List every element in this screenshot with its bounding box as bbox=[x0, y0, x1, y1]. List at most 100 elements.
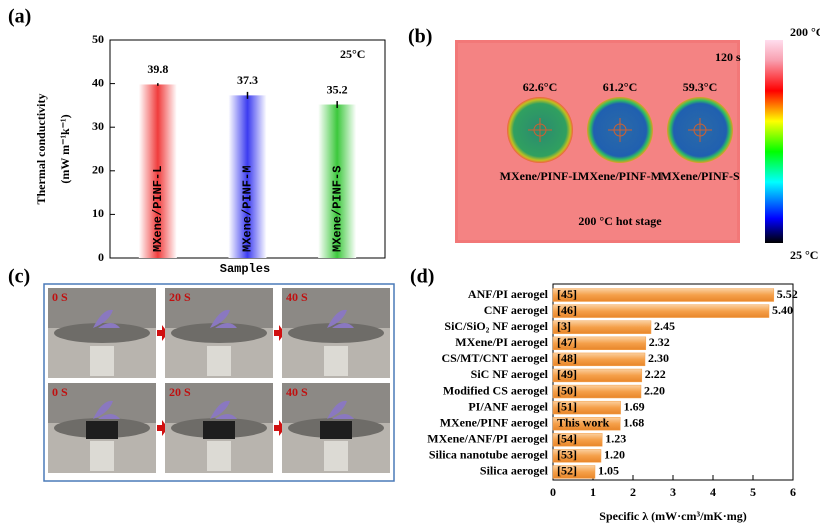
reference: [50] bbox=[557, 383, 577, 397]
category-label: Silica nanotube aerogel bbox=[429, 448, 549, 462]
x-axis-label: Samples bbox=[220, 262, 270, 276]
category-label: SiC NF aerogel bbox=[471, 367, 549, 381]
arrow bbox=[157, 420, 168, 436]
bar bbox=[552, 336, 647, 350]
hot-stage bbox=[171, 323, 267, 343]
y-tick-label: 10 bbox=[92, 206, 104, 220]
bar bbox=[552, 320, 652, 334]
flower bbox=[327, 400, 354, 419]
arrow bbox=[274, 420, 285, 436]
arrow bbox=[274, 325, 285, 341]
panel-label: (d) bbox=[410, 266, 434, 288]
bar bbox=[552, 352, 646, 367]
value-label: 2.20 bbox=[644, 383, 665, 397]
flower bbox=[327, 309, 354, 328]
sample-name: MXene/PINF-L bbox=[500, 169, 581, 183]
y-axis-label: (mW m⁻¹k⁻¹) bbox=[58, 114, 72, 183]
beaker bbox=[90, 346, 114, 376]
x-tick-label: 2 bbox=[630, 485, 636, 499]
value-label: 5.52 bbox=[777, 287, 798, 301]
x-tick-label: 1 bbox=[590, 485, 596, 499]
reference: This work bbox=[557, 415, 610, 429]
y-axis-label: Thermal conductivity bbox=[34, 94, 48, 205]
y-tick-label: 30 bbox=[92, 119, 104, 133]
reference: [49] bbox=[557, 367, 577, 381]
y-tick-label: 20 bbox=[92, 163, 104, 177]
category-label: ANF/PI aerogel bbox=[468, 287, 549, 301]
panel-b: (b) 120 s 62.6°C 61.2°C 59.3°C MXene/PIN… bbox=[408, 25, 820, 262]
time-label: 0 S bbox=[52, 385, 68, 399]
value-label: 5.40 bbox=[772, 303, 793, 317]
caption: 200 °C hot stage bbox=[578, 214, 662, 228]
photo-wall bbox=[48, 383, 156, 423]
hot-stage bbox=[288, 323, 384, 343]
category-label: SiC/SiO₂ NF aerogel bbox=[444, 319, 548, 333]
temperature: 61.2°C bbox=[603, 80, 637, 94]
reference: [45] bbox=[557, 287, 577, 301]
value-label: 39.8 bbox=[147, 62, 168, 76]
beaker bbox=[324, 441, 348, 471]
time-label: 120 s bbox=[715, 50, 741, 64]
holder bbox=[86, 421, 118, 439]
panel-a: (a) Thermal conductivity (mW m⁻¹k⁻¹) Sam… bbox=[8, 6, 386, 276]
sample-name: MXene/PINF-M bbox=[578, 169, 662, 183]
flower bbox=[210, 309, 237, 328]
arrow bbox=[157, 325, 168, 341]
hot-stage bbox=[54, 323, 150, 343]
bar bbox=[552, 433, 603, 447]
colorbar-max: 200 °C bbox=[790, 25, 820, 39]
value-label: 1.23 bbox=[605, 432, 626, 446]
bar bbox=[552, 465, 596, 479]
y-tick-label: 50 bbox=[92, 32, 104, 46]
panel-label: (a) bbox=[8, 6, 31, 28]
value-label: 2.32 bbox=[649, 335, 670, 349]
bar bbox=[552, 417, 621, 431]
reference: [51] bbox=[557, 399, 577, 413]
bar bbox=[552, 368, 643, 383]
value-label: 2.30 bbox=[648, 351, 669, 365]
value-label: 1.05 bbox=[598, 464, 619, 478]
photo-wall bbox=[165, 383, 273, 423]
beaker bbox=[324, 346, 348, 376]
beaker bbox=[207, 346, 231, 376]
x-tick-label: 0 bbox=[550, 485, 556, 499]
x-axis-label: Specific λ (mW·cm³/mK·mg) bbox=[599, 509, 746, 523]
value-label: 1.69 bbox=[624, 399, 645, 413]
bar bbox=[138, 84, 177, 258]
value-label: 1.68 bbox=[623, 415, 644, 429]
flower bbox=[93, 400, 120, 419]
time-label: 20 S bbox=[169, 385, 191, 399]
bar bbox=[552, 449, 602, 463]
bar bbox=[228, 95, 267, 258]
holder bbox=[203, 421, 235, 439]
category-label: CNF aerogel bbox=[484, 303, 549, 317]
time-label: 0 S bbox=[52, 290, 68, 304]
colorbar bbox=[765, 40, 783, 243]
category-label: MXene/PINF aerogel bbox=[440, 415, 549, 429]
category-label: MXene/ANF/PI aerogel bbox=[427, 432, 548, 446]
photo-wall bbox=[282, 383, 390, 423]
beaker bbox=[207, 441, 231, 471]
category-label: CS/MT/CNT aerogel bbox=[441, 351, 548, 365]
reference: [53] bbox=[557, 448, 577, 462]
value-label: 35.2 bbox=[327, 82, 348, 96]
category-label: PI/ANF aerogel bbox=[468, 399, 548, 413]
category-label: MXene/PINF-L bbox=[151, 166, 165, 252]
category-label: MXene/PINF-S bbox=[330, 166, 344, 252]
category-label: Modified CS aerogel bbox=[443, 383, 549, 397]
annotation: 25°C bbox=[340, 47, 365, 61]
y-tick-label: 0 bbox=[98, 250, 104, 264]
reference: [54] bbox=[557, 432, 577, 446]
holder bbox=[320, 421, 352, 439]
sample-name: MXene/PINF-S bbox=[660, 169, 740, 183]
beaker bbox=[90, 441, 114, 471]
time-label: 40 S bbox=[286, 290, 308, 304]
flower bbox=[210, 400, 237, 419]
value-label: 37.3 bbox=[237, 73, 258, 87]
panel-label: (c) bbox=[8, 266, 30, 288]
x-tick-label: 5 bbox=[750, 485, 756, 499]
reference: [47] bbox=[557, 335, 577, 349]
category-label: Silica aerogel bbox=[480, 464, 549, 478]
category-label: MXene/PI aerogel bbox=[455, 335, 548, 349]
